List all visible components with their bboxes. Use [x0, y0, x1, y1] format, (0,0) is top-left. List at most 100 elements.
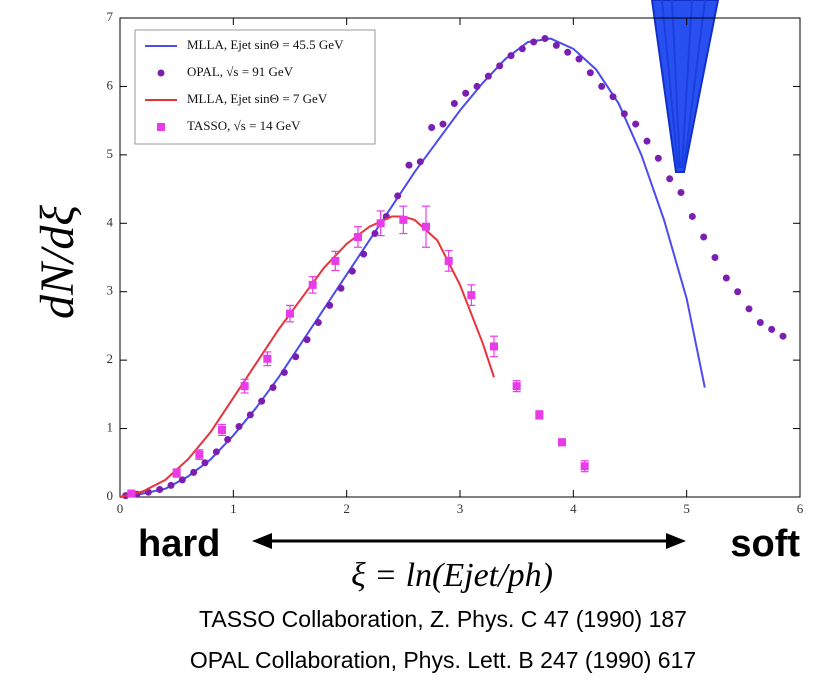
line-series: [119, 215, 495, 498]
data-point: [462, 89, 470, 97]
data-point: [292, 353, 300, 361]
data-point: [212, 448, 220, 456]
data-point: [286, 309, 294, 318]
data-point: [156, 485, 164, 493]
data-point: [439, 120, 447, 128]
data-point: [632, 120, 640, 128]
data-point: [280, 368, 288, 376]
legend-box: [134, 29, 376, 145]
y-tick-label: 4: [107, 214, 114, 229]
legend-label: MLLA, Ejet sinΘ = 7 GeV: [187, 91, 328, 106]
x-tick-label: 5: [683, 501, 690, 516]
data-point: [722, 274, 730, 282]
y-tick-label: 7: [107, 9, 114, 24]
data-point: [360, 250, 368, 258]
data-point: [127, 489, 136, 498]
data-point: [512, 382, 521, 391]
data-point: [263, 354, 272, 363]
data-point: [654, 154, 662, 162]
data-point: [246, 411, 254, 419]
x-tick-label: 6: [797, 501, 804, 516]
data-point: [218, 425, 226, 434]
x-tick-label: 0: [117, 501, 124, 516]
data-point: [467, 291, 476, 300]
data-point: [178, 476, 186, 484]
data-point: [354, 232, 362, 241]
data-point: [258, 397, 266, 405]
data-point: [308, 280, 317, 289]
soft-label: soft: [730, 523, 800, 565]
x-axis-label: ξ = ln(Ejet/ph): [351, 557, 553, 594]
data-point: [575, 55, 583, 63]
data-point: [688, 212, 696, 220]
data-point: [677, 188, 685, 196]
x-tick-label: 3: [457, 501, 464, 516]
funnel-graphic: [650, 0, 720, 173]
data-point: [490, 342, 498, 351]
data-point: [779, 332, 787, 340]
data-point: [564, 48, 572, 56]
data-point: [745, 305, 753, 313]
data-point: [444, 256, 453, 265]
data-point: [484, 72, 492, 80]
legend-swatch: [157, 123, 165, 131]
data-point: [535, 410, 544, 419]
data-point: [172, 469, 181, 478]
data-point: [201, 459, 209, 467]
data-point: [507, 52, 515, 60]
y-tick-label: 1: [107, 420, 114, 435]
data-point: [405, 161, 413, 169]
data-point: [552, 41, 560, 49]
data-point: [711, 254, 719, 261]
legend-label: TASSO, √s = 14 GeV: [187, 118, 301, 133]
data-point: [331, 256, 340, 265]
x-tick-label: 2: [343, 501, 350, 516]
legend-swatch: [157, 69, 165, 77]
direction-arrow: [252, 533, 686, 549]
data-point: [541, 35, 549, 43]
data-point: [195, 450, 204, 459]
data-point: [326, 301, 334, 309]
data-point: [167, 481, 175, 489]
x-tick-label: 4: [570, 501, 577, 516]
data-point: [348, 267, 356, 275]
data-point: [666, 175, 674, 183]
data-point: [224, 436, 232, 444]
data-point: [314, 319, 322, 327]
data-point: [756, 319, 764, 327]
data-point: [609, 93, 617, 101]
y-tick-label: 5: [107, 146, 114, 161]
data-point: [580, 462, 589, 471]
data-point: [394, 192, 402, 200]
data-point: [376, 219, 385, 228]
data-point: [422, 222, 430, 231]
y-tick-label: 0: [107, 488, 114, 503]
data-point: [190, 468, 198, 476]
data-point: [416, 158, 424, 166]
data-point: [496, 62, 504, 70]
reference: TASSO Collaboration, Z. Phys. C 47 (1990…: [199, 606, 687, 632]
data-point: [399, 215, 408, 224]
legend-label: MLLA, Ejet sinΘ = 45.5 GeV: [187, 37, 344, 52]
legend-label: OPAL, √s = 91 GeV: [187, 64, 294, 79]
y-tick-label: 2: [107, 351, 114, 366]
data-point: [586, 69, 594, 77]
y-tick-label: 3: [107, 283, 114, 298]
x-tick-label: 1: [230, 501, 237, 516]
y-axis-label: dN/dξ: [31, 205, 84, 319]
data-point: [235, 423, 243, 431]
data-point: [337, 284, 345, 292]
reference: OPAL Collaboration, Phys. Lett. B 247 (1…: [190, 647, 696, 673]
data-point: [518, 45, 526, 53]
data-point: [643, 137, 651, 145]
data-point: [450, 100, 458, 108]
data-point: [700, 233, 708, 241]
data-point: [303, 336, 311, 344]
data-point: [530, 38, 538, 46]
data-point: [240, 382, 249, 391]
hard-label: hard: [138, 523, 220, 565]
data-point: [473, 82, 481, 90]
data-point: [620, 110, 628, 118]
data-point: [558, 438, 566, 447]
